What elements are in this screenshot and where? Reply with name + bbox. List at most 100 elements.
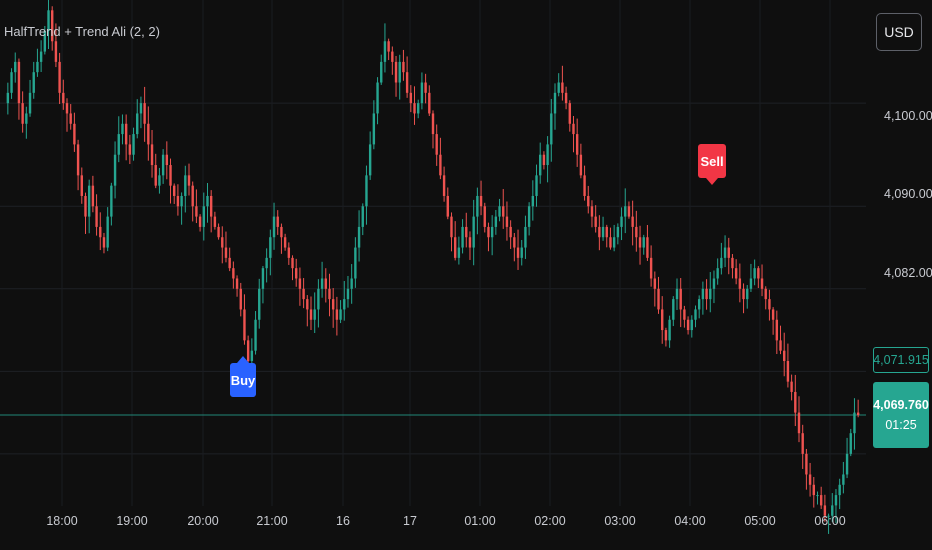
candle-body	[631, 216, 634, 227]
candle-body	[99, 226, 102, 238]
candle-body	[609, 237, 612, 248]
candle-body	[831, 505, 834, 516]
candle-body	[376, 82, 379, 114]
candle-body	[139, 103, 143, 114]
y-tick-label: 4,082.000	[884, 266, 932, 280]
candle-body	[409, 92, 413, 104]
candle-body	[428, 92, 431, 114]
candle-body	[235, 278, 239, 289]
candle-body	[313, 309, 316, 320]
candle-body	[620, 216, 623, 227]
candle-body	[720, 257, 723, 269]
previous-price-tag: 4,071.915	[873, 347, 929, 373]
grid-lines	[0, 0, 866, 506]
candle-body	[612, 237, 616, 248]
candle-body	[124, 123, 128, 145]
candle-body	[827, 515, 830, 517]
candle-body	[579, 154, 583, 176]
candle-body	[387, 41, 390, 52]
candle-body	[102, 237, 106, 248]
candle-body	[790, 381, 793, 392]
y-tick-label: 4,090.000	[884, 187, 932, 201]
candle-body	[808, 474, 812, 485]
candle-body	[10, 72, 13, 93]
candle-body	[439, 154, 442, 176]
candle-body	[106, 216, 109, 248]
candle-body	[143, 103, 146, 124]
candle-body	[217, 226, 220, 238]
candle-body	[472, 216, 475, 248]
x-tick-label: 06:00	[814, 514, 846, 528]
candle-body	[73, 123, 76, 145]
candle-body	[727, 247, 730, 258]
candle-body	[657, 288, 660, 310]
candle-body	[76, 144, 80, 176]
candle-body	[187, 175, 191, 186]
candle-body	[446, 195, 449, 217]
buy-arrow-icon	[237, 356, 249, 363]
candle-body	[84, 195, 87, 217]
candle-body	[583, 175, 586, 196]
candle-body	[39, 51, 43, 62]
candle-body	[62, 92, 65, 104]
candle-body	[823, 505, 827, 516]
candle-body	[246, 340, 250, 362]
candle-body	[642, 237, 645, 248]
candle-body	[14, 61, 17, 73]
candle-body	[339, 309, 342, 320]
candle-body	[17, 61, 21, 104]
candle-body	[635, 226, 638, 238]
x-tick-label: 18:00	[46, 514, 78, 528]
candle-body	[587, 195, 590, 207]
candle-body	[180, 195, 183, 207]
current-price-tag: 4,069.760 01:25	[873, 382, 929, 448]
candle-body	[575, 134, 579, 155]
candle-body	[87, 185, 91, 217]
candle-body	[479, 195, 483, 207]
candle-body	[483, 206, 486, 227]
candle-body	[553, 92, 557, 114]
candle-body	[113, 154, 117, 186]
candle-body	[117, 134, 120, 155]
candle-body	[261, 268, 265, 289]
candle-body	[834, 495, 838, 506]
currency-button[interactable]: USD	[876, 13, 922, 51]
candle-body	[309, 309, 313, 320]
candle-body	[442, 175, 446, 196]
candle-body	[838, 484, 841, 496]
candle-body	[505, 216, 509, 227]
candle-body	[420, 82, 424, 104]
candle-body	[346, 288, 350, 300]
candle-body	[738, 278, 742, 289]
candle-body	[169, 165, 172, 186]
x-tick-label: 01:00	[464, 514, 496, 528]
candle-body	[775, 319, 779, 341]
candle-body	[417, 103, 420, 114]
candle-body	[383, 41, 387, 62]
candle-body	[394, 61, 398, 83]
candle-body	[276, 216, 279, 227]
x-tick-label: 04:00	[674, 514, 706, 528]
candle-body	[357, 226, 361, 248]
candle-body	[494, 216, 498, 227]
candle-body	[664, 330, 668, 341]
indicator-label[interactable]: HalfTrend + Trend Ali (2, 2)	[4, 24, 160, 39]
candle-body	[51, 10, 54, 42]
candle-body	[783, 350, 786, 362]
candle-body	[365, 175, 368, 207]
candle-body	[324, 278, 327, 289]
sell-signal-label: Sell	[698, 144, 726, 178]
candle-body	[502, 206, 505, 217]
candle-body	[228, 257, 231, 269]
candle-body	[191, 185, 194, 207]
candle-body	[794, 391, 797, 413]
candle-body	[6, 92, 10, 104]
candle-body	[709, 288, 712, 300]
candle-body	[845, 453, 849, 475]
candle-body	[320, 278, 324, 289]
candle-body	[424, 82, 427, 93]
candle-body	[372, 113, 376, 145]
candle-body	[465, 226, 468, 238]
candle-body	[734, 268, 738, 279]
